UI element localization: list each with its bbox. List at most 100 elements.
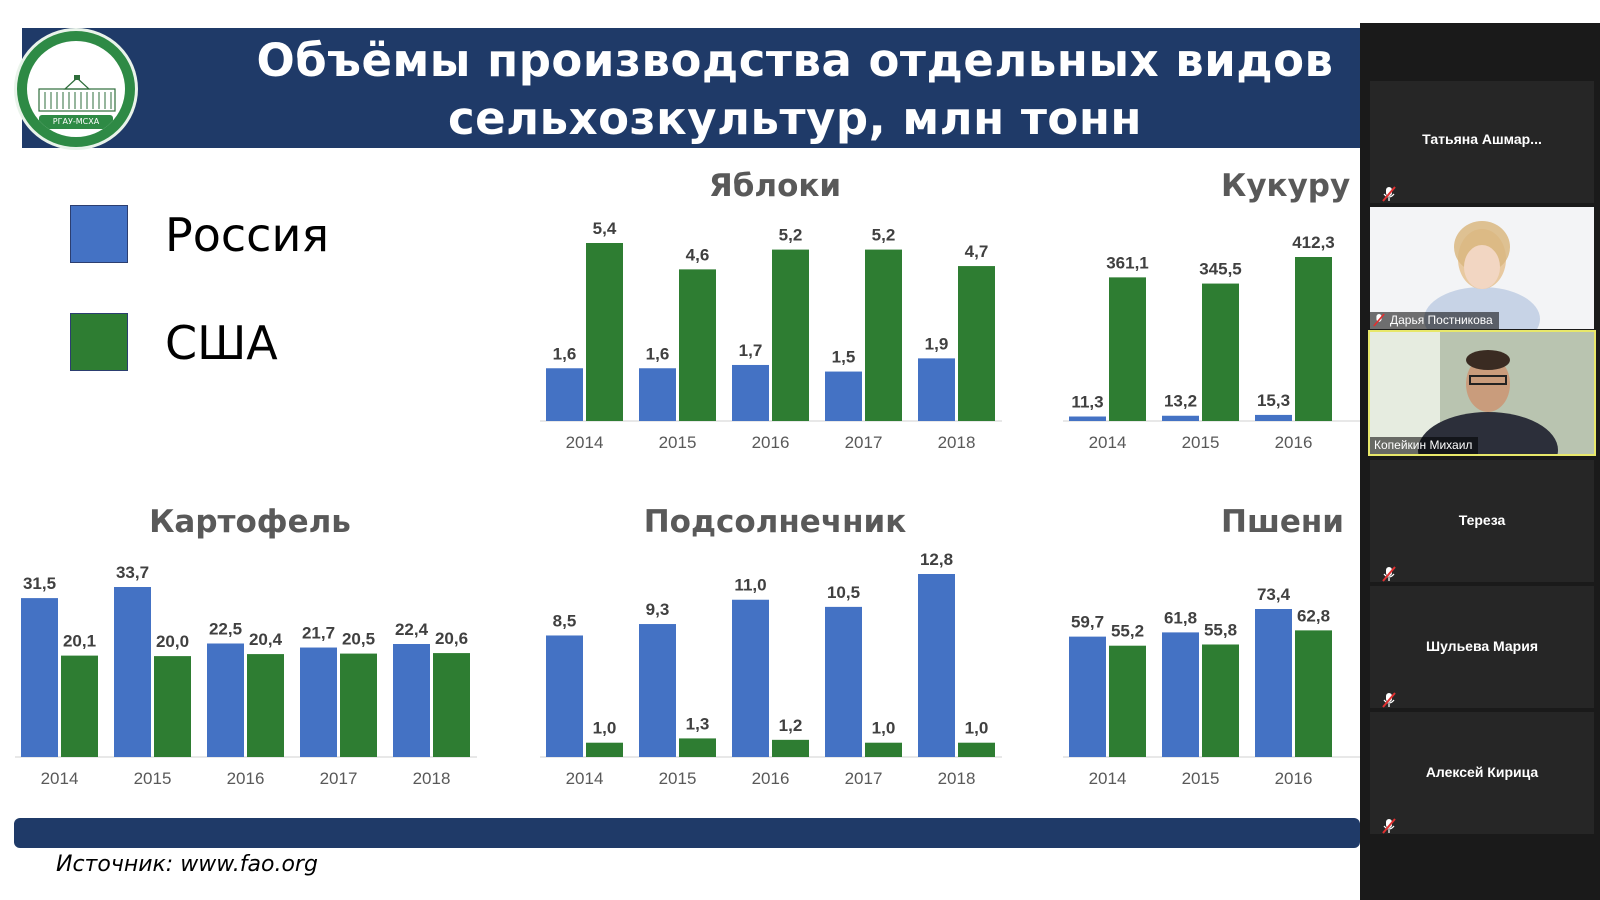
legend-swatch-usa [70,313,128,371]
participant-tile[interactable]: Алексей Кирица [1370,712,1594,834]
chart-wheat: Пшени 59,7 55,2 2014 61,8 55,8 2015 73,4 62,8 20… [1063,504,1360,794]
bar-usa-2018 [433,653,470,757]
data-label: 10,5 [827,583,860,602]
participant-tile[interactable]: Шульева Мария [1370,586,1594,708]
bar-usa-2015 [1202,283,1239,421]
bar-usa-2018 [958,742,995,757]
footer-bar [14,818,1360,848]
x-tick-label: 2014 [1089,769,1127,788]
participant-tile[interactable]: Татьяна Ашмар... [1370,81,1594,203]
bar-usa-2016 [772,249,809,421]
bar-russia-2015 [1162,632,1199,757]
chart-title-apples: Яблоки [708,168,842,204]
data-label: 1,5 [832,348,856,367]
bar-russia-2017 [825,371,862,421]
chart-corn-plot: 11,3 361,1 2014 13,2 345,5 2015 15,3 412,3 2016 [1063,233,1360,452]
data-label: 1,9 [925,334,949,353]
chart-title-corn: Кукуру [1221,168,1351,204]
participant-video-tile[interactable]: Дарья Постникова [1370,207,1594,329]
data-label: 62,8 [1297,606,1330,625]
bar-russia-2015 [1162,415,1199,421]
x-tick-label: 2016 [227,769,265,788]
x-tick-label: 2015 [1182,433,1220,452]
participants-panel[interactable]: Татьяна Ашмар... Дарья Постникова [1360,23,1600,900]
data-label: 15,3 [1257,391,1290,410]
title-bar [22,28,1360,148]
x-tick-label: 2016 [1275,769,1313,788]
chart-sunflower: Подсолнечник 8,5 1,0 2014 9,3 1,3 2015 11,0 1,2… [540,504,1010,794]
data-label: 55,2 [1111,622,1144,641]
university-logo: 1865 РГАУ-МСХА [14,28,138,150]
chart-potato-plot: 31,5 20,1 2014 33,7 20,0 2015 22,5 20,4 2016 21,7… [15,563,477,788]
x-tick-label: 2016 [1275,433,1313,452]
data-label: 9,3 [646,600,670,619]
data-label: 20,6 [435,629,468,648]
data-label: 21,7 [302,624,335,643]
bar-usa-2016 [1295,257,1332,421]
participant-name: Шульева Мария [1426,638,1538,654]
bar-usa-2014 [1109,277,1146,421]
bar-russia-2014 [1069,416,1106,421]
mic-muted-icon [1382,186,1396,202]
data-label: 33,7 [116,563,149,582]
participant-video-tile-active[interactable]: Копейкин Михаил [1368,330,1596,456]
chart-apples-plot: 1,6 5,4 2014 1,6 4,6 2015 1,7 5,2 2016 1,5 5,2 2017… [540,219,1002,452]
bar-russia-2016 [207,643,244,757]
legend-swatch-russia [70,205,128,263]
data-label: 22,5 [209,619,242,638]
bar-russia-2018 [393,644,430,757]
participant-name: Алексей Кирица [1425,764,1539,780]
x-tick-label: 2016 [752,433,790,452]
x-tick-label: 2016 [752,769,790,788]
chart-corn: Кукуру 11,3 361,1 2014 13,2 345,5 2015 15,3 412… [1063,168,1360,458]
bar-usa-2015 [679,738,716,757]
bar-usa-2014 [586,742,623,757]
bar-usa-2017 [865,249,902,421]
x-tick-label: 2014 [1089,433,1127,452]
bar-usa-2016 [772,739,809,757]
bar-usa-2015 [1202,644,1239,757]
bar-russia-2015 [639,624,676,757]
chart-sunflower-plot: 8,5 1,0 2014 9,3 1,3 2015 11,0 1,2 2016 10,5 1,0 20… [540,550,1002,788]
data-label: 22,4 [395,620,429,639]
x-tick-label: 2017 [845,769,883,788]
participant-caption: Копейкин Михаил [1370,437,1479,454]
mic-muted-icon [1382,692,1396,708]
data-label: 5,4 [593,219,617,238]
legend-label-usa: США [165,316,278,370]
data-label: 1,6 [553,344,577,363]
x-tick-label: 2018 [413,769,451,788]
participant-name: Тереза [1458,512,1506,528]
data-label: 12,8 [920,550,953,569]
presentation-slide: 1865 РГАУ-МСХА Объёмы производства отдел… [14,28,1360,877]
x-tick-label: 2018 [938,433,976,452]
data-label: 20,1 [63,632,96,651]
bar-usa-2016 [247,654,284,757]
data-label: 361,1 [1106,253,1149,272]
participant-video-icon [1370,207,1594,329]
bar-russia-2018 [918,574,955,757]
participant-tile[interactable]: Тереза [1370,460,1594,582]
bar-usa-2015 [679,269,716,421]
data-label: 1,0 [872,719,896,738]
data-label: 5,2 [779,226,803,245]
data-label: 1,0 [965,719,989,738]
data-label: 55,8 [1204,620,1237,639]
bar-russia-2016 [732,364,769,421]
source-note: Источник: www.fao.org [56,852,318,877]
chart-wheat-plot: 59,7 55,2 2014 61,8 55,8 2015 73,4 62,8 2016 [1063,585,1360,788]
data-label: 8,5 [553,611,577,630]
data-label: 4,7 [965,242,989,261]
x-tick-label: 2014 [566,769,604,788]
x-tick-label: 2014 [566,433,604,452]
participant-caption: Дарья Постникова [1370,312,1499,329]
data-label: 11,0 [734,576,766,595]
x-tick-label: 2014 [41,769,79,788]
chart-title-potato: Картофель [149,504,351,540]
data-label: 20,0 [156,632,189,651]
bar-russia-2014 [1069,636,1106,757]
mic-muted-icon [1382,818,1396,834]
data-label: 412,3 [1292,233,1335,252]
bar-russia-2015 [639,368,676,421]
x-tick-label: 2018 [938,769,976,788]
